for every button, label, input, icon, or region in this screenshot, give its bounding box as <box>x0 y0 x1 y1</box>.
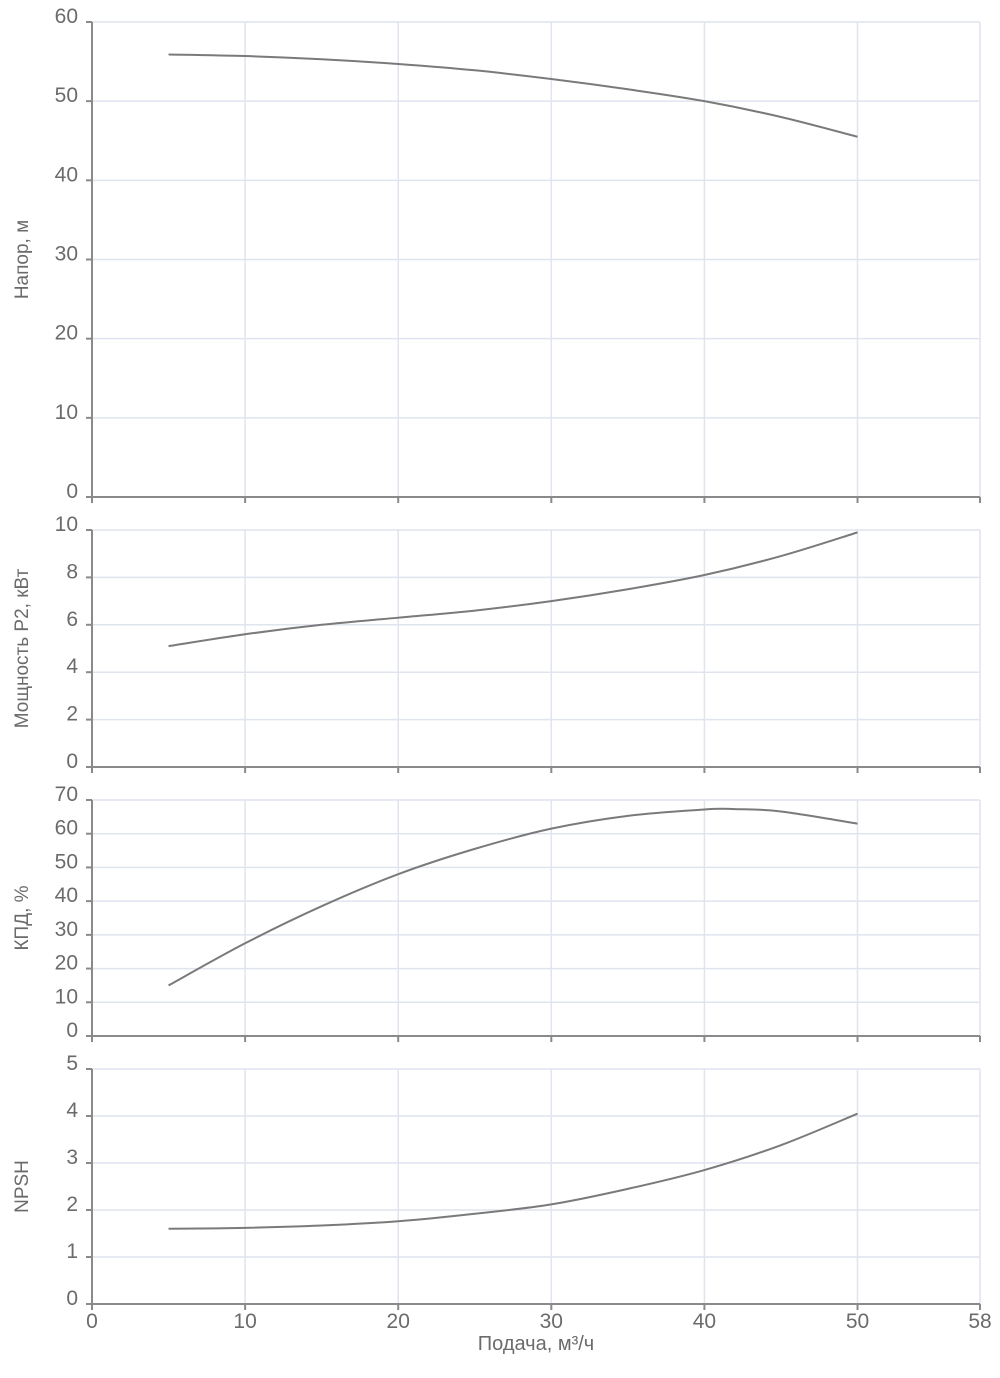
x-tick-label: 58 <box>968 1310 991 1333</box>
y-tick-label: 0 <box>66 480 78 503</box>
y-tick-label: 20 <box>55 952 78 975</box>
y-axis-label: Напор, м <box>12 220 33 299</box>
chart-panel-4: 0 1 2 3 4 5 NPSH <box>12 1052 981 1310</box>
y-tick-label: 2 <box>66 703 78 726</box>
x-axis-label: Подача, м³/ч <box>478 1333 594 1355</box>
y-tick-label: 0 <box>66 1019 78 1042</box>
y-tick-label: 6 <box>66 608 78 631</box>
y-tick-label: 60 <box>55 5 78 28</box>
y-tick-label: 40 <box>55 163 78 186</box>
series-line-3-1 <box>168 807 858 987</box>
x-tick-label: 50 <box>846 1310 869 1333</box>
y-tick-label: 50 <box>55 84 78 107</box>
y-axis-label: КПД, % <box>12 885 33 950</box>
y-tick-label: 10 <box>55 513 78 536</box>
y-tick-label: 50 <box>55 850 78 873</box>
y-axis-label: Мощность P2, кВт <box>12 568 33 728</box>
y-axis-label: NPSH <box>12 1160 33 1213</box>
y-tick-label: 10 <box>55 401 78 424</box>
series-line-4-1 <box>168 1112 858 1230</box>
y-tick-label: 30 <box>55 243 78 266</box>
y-tick-label: 0 <box>66 750 78 773</box>
x-tick-label: 40 <box>693 1310 716 1333</box>
x-tick-label: 0 <box>86 1310 98 1333</box>
x-tick-label: 30 <box>540 1310 563 1333</box>
chart-panel-2: 0 2 4 6 8 10 Мощность P2, кВт <box>12 513 981 773</box>
y-tick-label: 8 <box>66 560 78 583</box>
x-tick-label: 20 <box>387 1310 410 1333</box>
y-tick-label: 2 <box>66 1193 78 1216</box>
y-tick-label: 5 <box>66 1052 78 1075</box>
x-tick-label: 10 <box>233 1310 256 1333</box>
y-tick-label: 4 <box>66 1099 78 1122</box>
y-tick-label: 10 <box>55 985 78 1008</box>
y-tick-label: 20 <box>55 322 78 345</box>
y-tick-label: 3 <box>66 1146 78 1169</box>
x-tick-labels: 0 10 20 30 40 50 58 <box>86 1310 992 1333</box>
y-tick-label: 30 <box>55 918 78 941</box>
y-tick-label: 4 <box>66 655 78 678</box>
y-tick-label: 0 <box>66 1287 78 1310</box>
chart-panel-1: 0 10 20 30 40 50 60 Напор, м <box>12 5 981 503</box>
y-tick-label: 70 <box>55 783 78 806</box>
y-tick-label: 60 <box>55 817 78 840</box>
y-tick-label: 1 <box>66 1240 78 1263</box>
series-line-2-1 <box>168 531 858 648</box>
series-line-1-1 <box>168 53 858 138</box>
chart-panel-3: 0 10 20 30 40 50 60 70 КПД, % <box>12 783 981 1042</box>
y-tick-label: 40 <box>55 884 78 907</box>
